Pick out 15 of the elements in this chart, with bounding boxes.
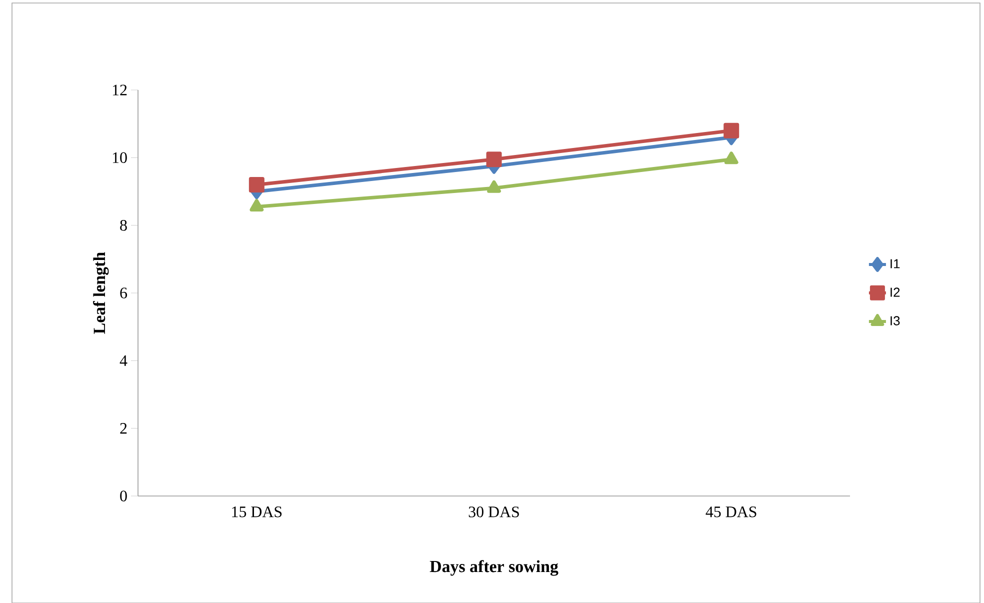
x-axis-title: Days after sowing	[430, 560, 558, 576]
y-tick-label: 8	[120, 220, 127, 231]
legend-label: I2	[890, 287, 900, 297]
y-tick-label: 12	[112, 84, 127, 96]
y-tick-label: 2	[120, 422, 127, 434]
x-tick-label: 15 DAS	[232, 506, 282, 518]
y-tick-label: 10	[112, 152, 127, 163]
x-tick-label: 30 DAS	[468, 506, 519, 518]
y-tick-label: 4	[120, 355, 128, 366]
legend-label: I3	[890, 316, 900, 326]
y-tick-label: 6	[120, 287, 128, 298]
y-tick-label: 0	[120, 490, 127, 502]
legend-label: I1	[890, 259, 900, 268]
x-tick-label: 45 DAS	[706, 506, 756, 518]
y-axis-title: Leaf length	[93, 252, 109, 334]
